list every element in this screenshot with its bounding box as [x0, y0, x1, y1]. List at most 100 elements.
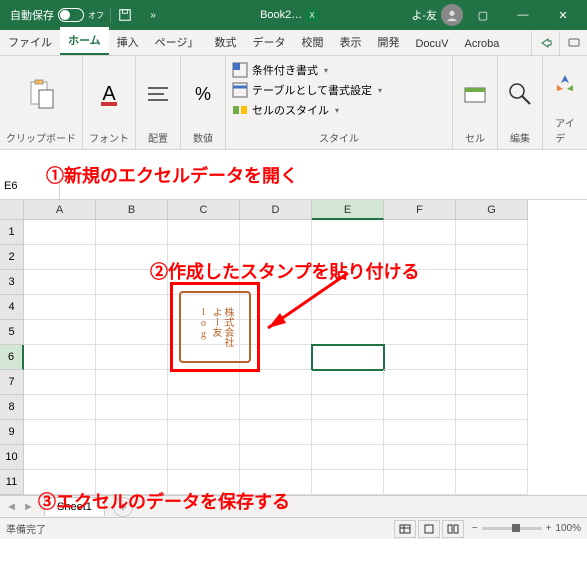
cell[interactable] — [384, 395, 456, 420]
cell[interactable] — [456, 420, 528, 445]
row-head-3[interactable]: 3 — [0, 270, 24, 295]
cell[interactable] — [456, 245, 528, 270]
cell[interactable] — [96, 320, 168, 345]
zoom-in-button[interactable]: + — [546, 523, 552, 534]
cell[interactable] — [312, 245, 384, 270]
cell[interactable] — [24, 320, 96, 345]
cell[interactable] — [312, 345, 384, 370]
cell[interactable] — [240, 395, 312, 420]
cell[interactable] — [96, 220, 168, 245]
cell[interactable] — [24, 370, 96, 395]
row-head-11[interactable]: 11 — [0, 470, 24, 495]
tab-page[interactable]: ページ」 — [147, 29, 207, 55]
align-icon[interactable] — [142, 78, 174, 110]
cell[interactable] — [384, 295, 456, 320]
cell[interactable] — [384, 370, 456, 395]
tab-formula[interactable]: 数式 — [206, 29, 244, 55]
pagebreak-view-button[interactable] — [442, 520, 464, 538]
cell[interactable] — [384, 470, 456, 495]
stamp-image[interactable]: 株式会社 よー友 log — [179, 291, 251, 363]
row-head-2[interactable]: 2 — [0, 245, 24, 270]
select-all-corner[interactable] — [0, 200, 24, 220]
tab-view[interactable]: 表示 — [331, 29, 369, 55]
cell[interactable] — [96, 420, 168, 445]
cell[interactable] — [240, 420, 312, 445]
cell[interactable] — [456, 270, 528, 295]
cell[interactable] — [240, 370, 312, 395]
cell[interactable] — [456, 345, 528, 370]
col-C[interactable]: C — [168, 200, 240, 220]
next-sheet-icon[interactable]: ► — [23, 501, 34, 513]
prev-sheet-icon[interactable]: ◄ — [6, 501, 17, 513]
window-close-button[interactable]: ✕ — [543, 1, 583, 29]
cell[interactable] — [168, 220, 240, 245]
find-icon[interactable] — [504, 78, 536, 110]
font-icon[interactable]: A — [93, 78, 125, 110]
cell[interactable] — [240, 445, 312, 470]
comment-icon[interactable] — [559, 31, 587, 55]
col-A[interactable]: A — [24, 200, 96, 220]
zoom-out-button[interactable]: − — [472, 523, 478, 534]
row-head-10[interactable]: 10 — [0, 445, 24, 470]
col-G[interactable]: G — [456, 200, 528, 220]
cell[interactable] — [384, 220, 456, 245]
cell[interactable] — [384, 245, 456, 270]
cell[interactable] — [312, 220, 384, 245]
cell[interactable] — [168, 395, 240, 420]
cell[interactable] — [168, 470, 240, 495]
cell[interactable] — [96, 395, 168, 420]
cell[interactable] — [312, 270, 384, 295]
save-icon[interactable] — [111, 1, 139, 29]
cell[interactable] — [96, 345, 168, 370]
cell[interactable] — [24, 445, 96, 470]
cell[interactable] — [384, 270, 456, 295]
cell[interactable] — [456, 395, 528, 420]
autosave-toggle[interactable]: 自動保存 オフ — [4, 7, 111, 23]
cell[interactable] — [168, 420, 240, 445]
cell[interactable] — [456, 320, 528, 345]
cell[interactable] — [384, 320, 456, 345]
table-format-button[interactable]: テーブルとして書式設定▾ — [232, 80, 446, 100]
grid-body[interactable]: ②作成したスタンプを貼り付ける 株式会社 よー友 log ③エクセルのデータを保… — [0, 220, 587, 495]
tab-docuv[interactable]: DocuV — [407, 33, 456, 55]
user-account[interactable]: よ-友 — [411, 4, 463, 26]
cell[interactable] — [456, 295, 528, 320]
cell[interactable] — [312, 295, 384, 320]
col-F[interactable]: F — [384, 200, 456, 220]
cell[interactable] — [96, 245, 168, 270]
cell[interactable] — [312, 370, 384, 395]
cell[interactable] — [456, 370, 528, 395]
cell[interactable] — [24, 395, 96, 420]
pagelayout-view-button[interactable] — [418, 520, 440, 538]
ideas-icon[interactable] — [549, 71, 581, 103]
cell[interactable] — [312, 395, 384, 420]
row-head-4[interactable]: 4 — [0, 295, 24, 320]
col-D[interactable]: D — [240, 200, 312, 220]
cell[interactable] — [24, 420, 96, 445]
normal-view-button[interactable] — [394, 520, 416, 538]
cell[interactable] — [24, 345, 96, 370]
col-E[interactable]: E — [312, 200, 384, 220]
zoom-slider[interactable] — [482, 527, 542, 530]
cell[interactable] — [96, 370, 168, 395]
cell[interactable] — [312, 470, 384, 495]
cell[interactable] — [240, 245, 312, 270]
cell[interactable] — [312, 320, 384, 345]
cell[interactable] — [456, 445, 528, 470]
cell[interactable] — [384, 345, 456, 370]
tab-data[interactable]: データ — [244, 29, 293, 55]
cell[interactable] — [24, 245, 96, 270]
col-B[interactable]: B — [96, 200, 168, 220]
conditional-format-button[interactable]: 条件付き書式▾ — [232, 60, 446, 80]
cell[interactable] — [168, 370, 240, 395]
row-head-6[interactable]: 6 — [0, 345, 24, 370]
cell[interactable] — [24, 270, 96, 295]
cell[interactable] — [384, 445, 456, 470]
cell[interactable] — [456, 470, 528, 495]
row-head-1[interactable]: 1 — [0, 220, 24, 245]
name-box[interactable]: E6 — [0, 178, 60, 199]
row-head-7[interactable]: 7 — [0, 370, 24, 395]
window-box-button[interactable]: ▢ — [463, 1, 503, 29]
tab-acrobat[interactable]: Acroba — [456, 33, 507, 55]
cell[interactable] — [240, 470, 312, 495]
